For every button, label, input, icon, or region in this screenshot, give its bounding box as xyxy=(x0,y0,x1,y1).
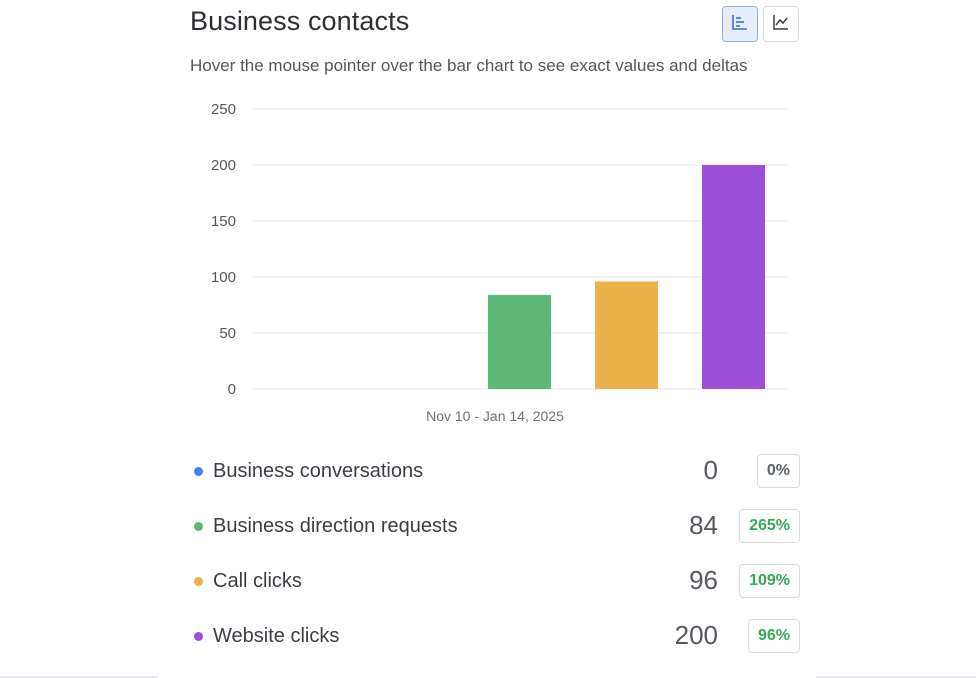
y-tick-label: 150 xyxy=(211,213,236,230)
legend-item[interactable]: Business direction requests 84 265% xyxy=(0,506,976,546)
legend-item[interactable]: Website clicks 200 96% xyxy=(0,616,976,656)
delta-badge: 109% xyxy=(739,564,800,598)
legend-value: 200 xyxy=(674,620,718,650)
x-tick-label: Nov 10 - Jan 14, 2025 xyxy=(426,408,564,424)
legend-value: 84 xyxy=(689,510,718,540)
delta-badge: 265% xyxy=(739,509,800,543)
chart-subtitle: Hover the mouse pointer over the bar cha… xyxy=(190,56,748,75)
legend-label: Business conversations xyxy=(213,460,424,482)
bar-chart: 0 50 100 150 200 250 Nov 10 - Jan 14, 2025 xyxy=(211,101,788,424)
y-tick-label: 200 xyxy=(211,157,236,174)
y-tick-label: 100 xyxy=(211,269,236,286)
legend-item[interactable]: Call clicks 96 109% xyxy=(0,561,976,601)
legend-label: Business direction requests xyxy=(213,515,458,537)
y-tick-label: 0 xyxy=(228,381,236,398)
line-chart-view-button[interactable] xyxy=(763,6,799,42)
line-chart-icon xyxy=(772,13,790,36)
delta-badge: 0% xyxy=(756,454,800,488)
legend-dot-icon xyxy=(194,632,203,641)
chart-title: Business contacts xyxy=(190,6,410,36)
bar-chart-icon xyxy=(731,13,749,36)
legend-label: Website clicks xyxy=(213,625,340,647)
y-tick-label: 250 xyxy=(211,101,236,118)
legend-label: Call clicks xyxy=(213,570,302,592)
legend-dot-icon xyxy=(194,522,203,531)
y-tick-label: 50 xyxy=(219,325,236,342)
bar-call-clicks[interactable] xyxy=(595,281,658,389)
legend-value: 0 xyxy=(703,455,718,485)
card-bottom-edge xyxy=(158,676,816,678)
legend-value: 96 xyxy=(689,565,718,595)
legend-dot-icon xyxy=(194,577,203,586)
bar-website-clicks[interactable] xyxy=(702,165,765,389)
bar-business-direction-requests[interactable] xyxy=(488,294,551,389)
bar-chart-view-button[interactable] xyxy=(722,6,758,42)
legend-item[interactable]: Business conversations 0 0% xyxy=(0,451,976,491)
delta-badge: 96% xyxy=(747,619,800,653)
legend-dot-icon xyxy=(194,467,203,476)
